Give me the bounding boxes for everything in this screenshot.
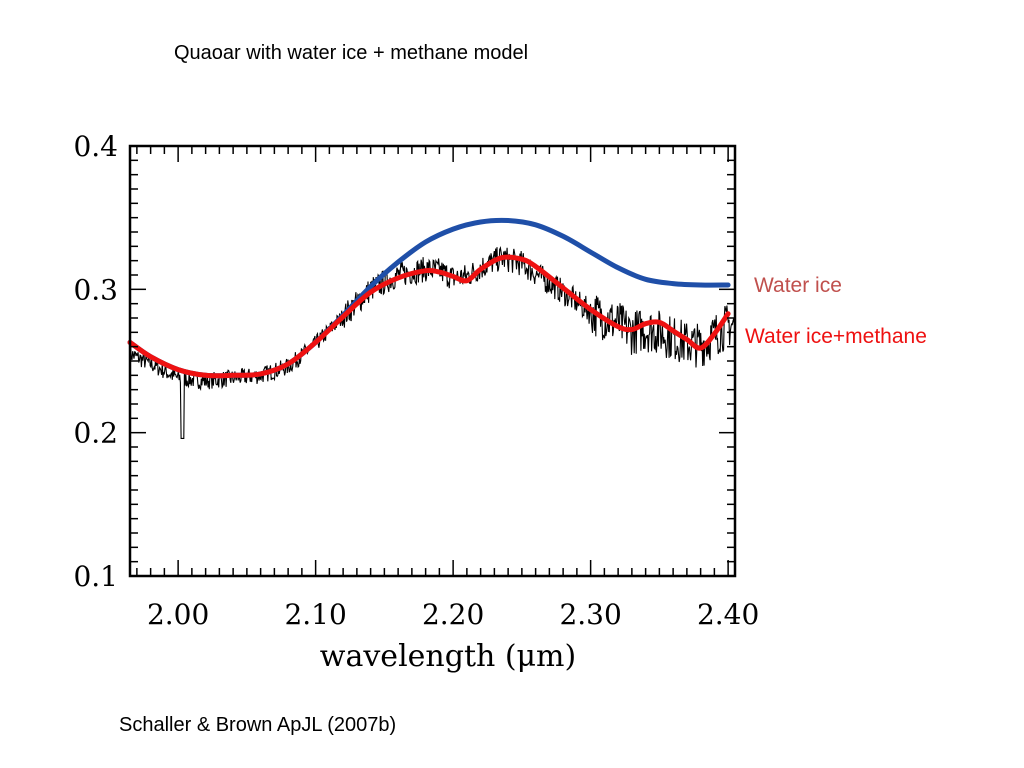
legend-water-ice: Water ice [754,274,842,297]
legend-water-ice-methane: Water ice+methane [745,325,927,348]
observed-spectrum-line [129,246,736,439]
y-tick-label: 0.2 [73,417,118,450]
y-tick-label: 0.1 [73,560,118,593]
axis-tick-labels: 2.00 2.10 2.20 2.30 2.40 0.1 0.2 0.3 0.4 [73,130,759,631]
plot-frame [128,144,737,578]
x-axis-title: wavelength (μm) [320,639,576,674]
x-tick-label: 2.00 [147,598,209,631]
x-tick-label: 2.10 [284,598,346,631]
x-tick-label: 2.20 [422,598,484,631]
x-tick-label: 2.30 [559,598,621,631]
water-ice-model-line [127,217,731,379]
y-tick-label: 0.3 [73,273,118,306]
y-tick-label: 0.4 [73,130,118,163]
x-tick-label: 2.40 [697,598,759,631]
axis-ticks [130,145,735,577]
slide-title: Quaoar with water ice + methane model [174,42,529,64]
plot-area [127,217,736,439]
water-ice-methane-model-line [127,254,731,379]
citation: Schaller & Brown ApJL (2007b) [119,714,397,736]
